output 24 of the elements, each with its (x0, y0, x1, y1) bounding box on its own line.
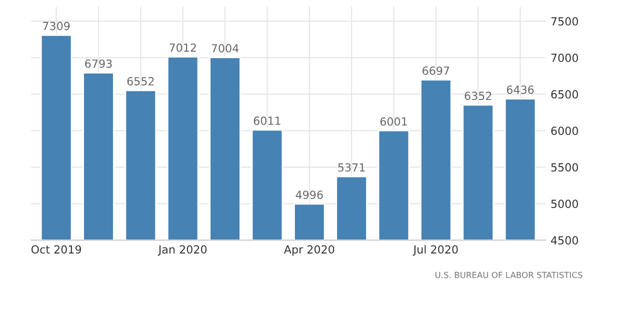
text: U.S. BUREAU OF LABOR STATISTICS (435, 272, 582, 278)
data-label: 6001 (380, 117, 407, 126)
x-tick-label: Oct 2019 (31, 245, 82, 254)
data-label: 6011 (254, 116, 280, 125)
data-label: 6436 (506, 86, 534, 94)
data-label: 6352 (464, 92, 492, 100)
data-label: 6697 (422, 66, 450, 75)
x-tick-label: Jan 2020 (158, 245, 207, 256)
data-label: 7004 (212, 44, 239, 52)
data-label: 5371 (338, 163, 365, 172)
y-tick-label: 6000 (551, 126, 578, 136)
x-tick-label: Jul 2020 (412, 245, 458, 256)
data-label: 6793 (85, 59, 112, 68)
y-tick-label: 7500 (551, 17, 578, 26)
x-tick-label: Apr 2020 (284, 245, 334, 256)
y-tick-label: 5500 (551, 163, 578, 172)
data-label: 4996 (296, 190, 323, 200)
y-tick-label: 6500 (551, 90, 578, 99)
data-label: 6552 (127, 77, 154, 86)
data-label: 7309 (43, 22, 70, 30)
y-tick-label: 5000 (551, 200, 578, 208)
y-tick-label: 4500 (551, 236, 578, 245)
y-tick-label: 7000 (551, 54, 578, 62)
data-label: 7012 (170, 43, 196, 52)
